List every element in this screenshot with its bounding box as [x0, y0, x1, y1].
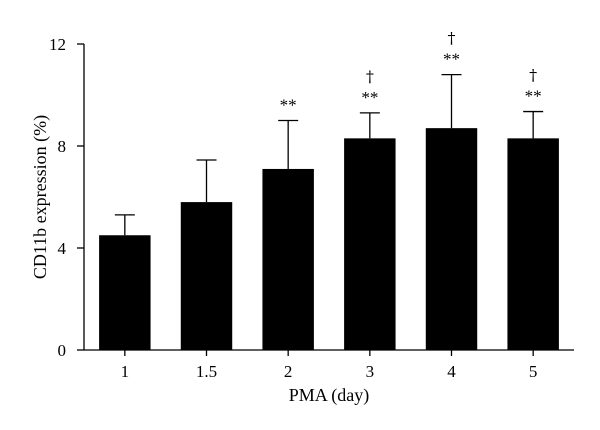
significance-marker: ** [280, 96, 297, 115]
significance-annotations: ** ** † ** † ** † [280, 29, 542, 115]
x-axis-title: PMA (day) [289, 385, 370, 406]
y-tick-label: 4 [58, 239, 67, 258]
significance-marker: ** [443, 50, 460, 69]
significance-marker: ** [361, 88, 378, 107]
y-tick-label: 0 [58, 341, 67, 360]
y-tick-label: 8 [58, 137, 67, 156]
bar [507, 138, 559, 350]
x-tick-label: 4 [447, 362, 456, 381]
axes: 0 4 8 12 1 1.5 2 3 4 5 [49, 35, 574, 381]
x-tick-label: 3 [366, 362, 375, 381]
bars [99, 128, 559, 350]
bar [99, 235, 151, 350]
bar [425, 128, 478, 350]
bar [180, 202, 233, 350]
dagger-marker: † [366, 67, 374, 86]
x-tick-label: 1.5 [196, 362, 217, 381]
x-tick-label: 1 [121, 362, 130, 381]
bar [262, 168, 314, 350]
x-tick-label: 5 [529, 362, 538, 381]
x-tick-label: 2 [284, 362, 293, 381]
significance-marker: ** [525, 87, 542, 106]
y-tick-label: 12 [49, 35, 66, 54]
bar [344, 138, 396, 350]
y-axis-title: CD11b expression (%) [30, 115, 51, 279]
dagger-marker: † [448, 29, 456, 48]
error-bars [114, 73, 544, 236]
dagger-marker: † [529, 66, 537, 85]
